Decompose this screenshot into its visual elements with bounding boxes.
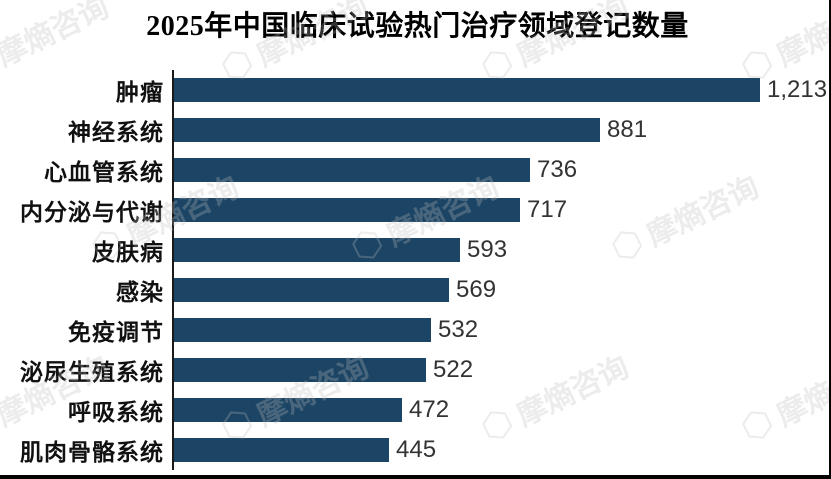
category-label: 内分泌与代谢 [20, 200, 164, 225]
bar [174, 318, 431, 342]
bar-track: 532 [172, 310, 829, 350]
category-label: 免疫调节 [68, 320, 164, 345]
bar [174, 198, 520, 222]
category-label: 感染 [116, 280, 164, 305]
bar [174, 78, 760, 102]
bar-row: 皮肤病 593 [0, 230, 829, 270]
bar-track: 445 [172, 430, 829, 470]
value-label: 881 [607, 116, 648, 143]
bar-track: 881 [172, 110, 829, 150]
bar-track: 472 [172, 390, 829, 430]
watermark-text: 摩熵咨询 [771, 0, 831, 73]
value-label: 445 [396, 436, 437, 463]
bar-row: 泌尿生殖系统 522 [0, 350, 829, 390]
bars-container: 肿瘤 1,213 神经系统 881 心血管系统 736 内分泌与代谢 717 皮肤病 593 感染 5… [0, 70, 829, 470]
chart-title: 2025年中国临床试验热门治疗领域登记数量 [146, 11, 689, 42]
value-label: 1,213 [767, 76, 828, 103]
bar [174, 118, 600, 142]
value-label: 593 [467, 236, 508, 263]
value-label: 522 [433, 356, 474, 383]
category-label: 呼吸系统 [68, 400, 164, 425]
bar-track: 717 [172, 190, 829, 230]
value-label: 472 [409, 396, 450, 423]
bar-track: 736 [172, 150, 829, 190]
value-label: 532 [438, 316, 479, 343]
bar-row: 神经系统 881 [0, 110, 829, 150]
value-label: 736 [537, 156, 578, 183]
bar [174, 438, 389, 462]
category-label: 肿瘤 [116, 80, 164, 105]
bar-row: 内分泌与代谢 717 [0, 190, 829, 230]
bar [174, 238, 460, 262]
bar-row: 免疫调节 532 [0, 310, 829, 350]
category-label: 皮肤病 [92, 240, 164, 265]
value-label: 569 [456, 276, 497, 303]
bar-track: 569 [172, 270, 829, 310]
bar-row: 呼吸系统 472 [0, 390, 829, 430]
bar-row: 肿瘤 1,213 [0, 70, 829, 110]
bar-row: 心血管系统 736 [0, 150, 829, 190]
bar-track: 522 [172, 350, 829, 390]
bar-track: 1,213 [172, 70, 829, 110]
category-label: 神经系统 [68, 120, 164, 145]
category-label: 心血管系统 [44, 160, 164, 185]
bar [174, 158, 530, 182]
bar-track: 593 [172, 230, 829, 270]
bar [174, 398, 402, 422]
bar-row: 肌肉骨骼系统 445 [0, 430, 829, 470]
bar-row: 感染 569 [0, 270, 829, 310]
bar [174, 278, 449, 302]
value-label: 717 [527, 196, 568, 223]
category-label: 泌尿生殖系统 [20, 360, 164, 385]
bar [174, 358, 426, 382]
category-label: 肌肉骨骼系统 [20, 440, 164, 465]
